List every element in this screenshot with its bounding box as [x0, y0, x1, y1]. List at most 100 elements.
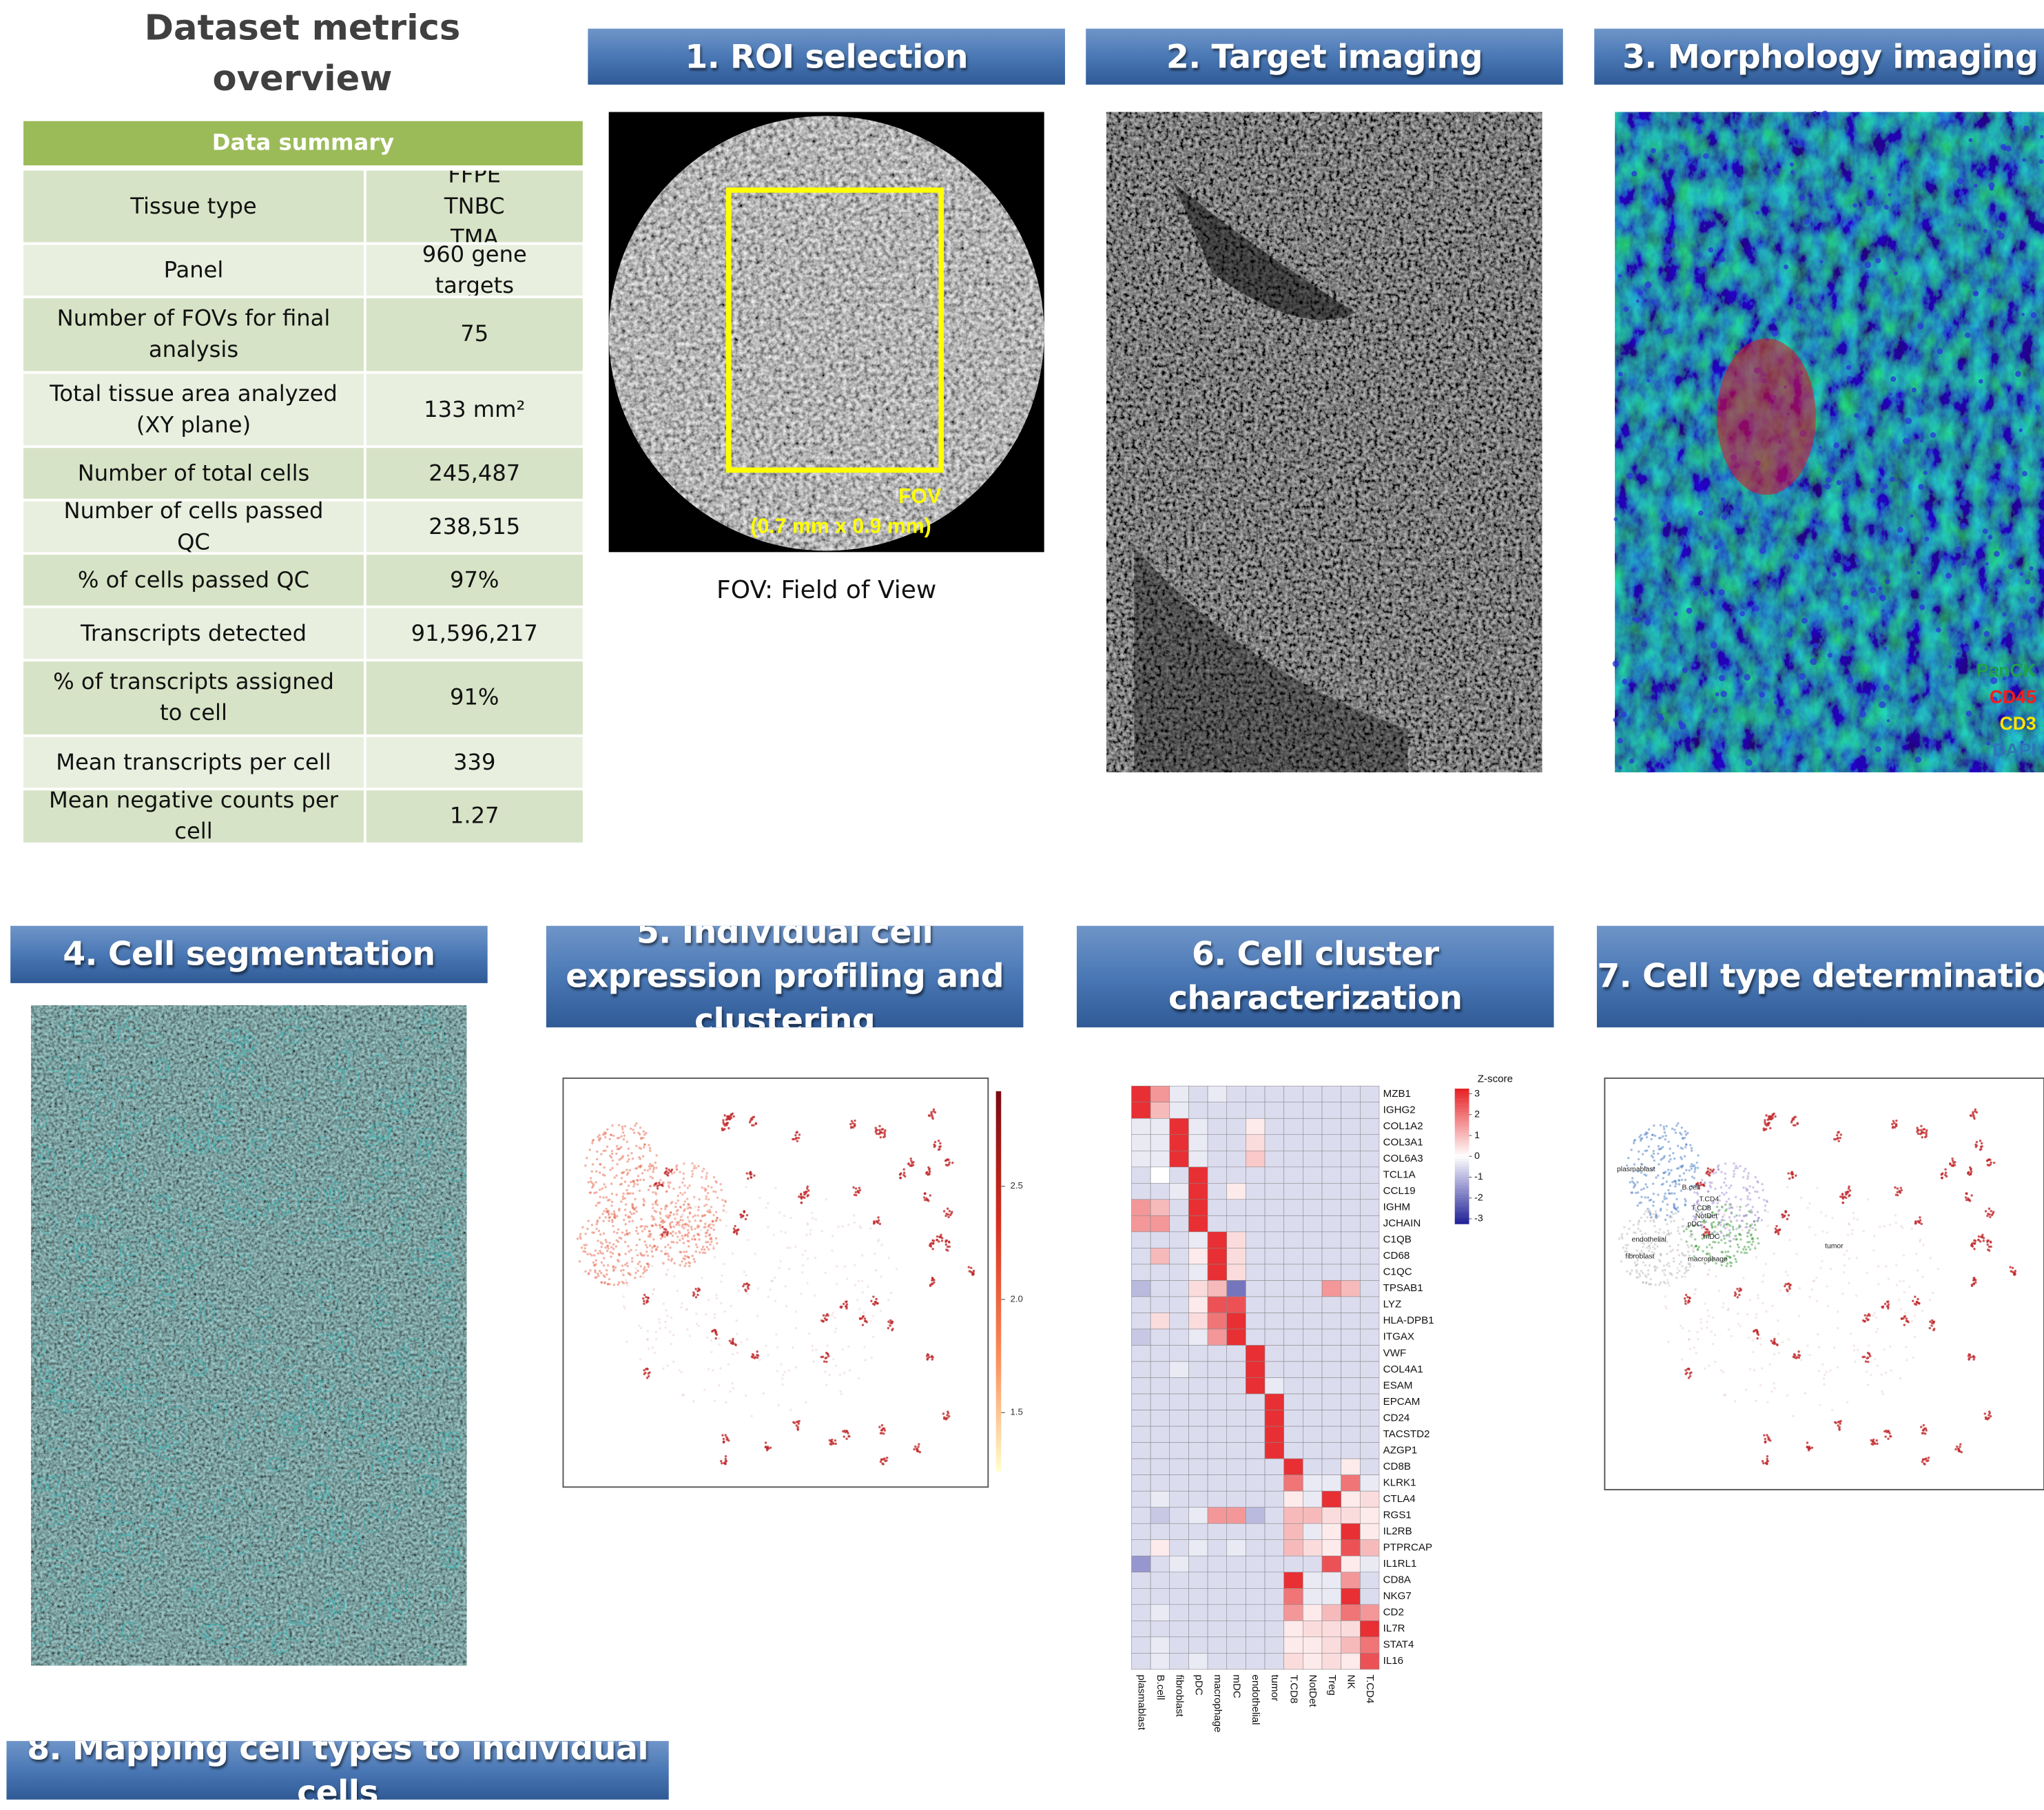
umap-point [668, 1258, 670, 1260]
heatmap-cell [1322, 1248, 1341, 1264]
umap-point [1652, 1213, 1654, 1215]
umap-point [1717, 1169, 1720, 1171]
umap-point [1632, 1224, 1634, 1226]
umap-point [579, 1235, 581, 1237]
umap-point [603, 1233, 605, 1235]
umap-point [724, 1434, 726, 1436]
umap-point [649, 1244, 651, 1246]
cell-type-label: plasmablast [1135, 1674, 1147, 1730]
title-line: Dataset metrics [145, 8, 461, 48]
umap-point [784, 1285, 786, 1287]
umap-point [626, 1233, 628, 1235]
umap-point [653, 1288, 655, 1290]
umap-point [626, 1169, 628, 1171]
umap-point [1659, 1228, 1661, 1231]
gene-label: TACSTD2 [1383, 1428, 1430, 1440]
nucleus [1914, 619, 1919, 624]
umap-point [1624, 1250, 1626, 1252]
umap-point [732, 1253, 734, 1255]
heatmap-cell [1360, 1523, 1379, 1540]
umap-point [1794, 1354, 1796, 1356]
umap-point [658, 1321, 660, 1324]
umap-point [687, 1207, 689, 1209]
umap-point [1712, 1317, 1714, 1319]
heatmap-cell [1150, 1167, 1170, 1184]
zscore-bar-segment [1455, 1209, 1469, 1211]
umap-point [681, 1224, 683, 1226]
heatmap-cell [1284, 1621, 1303, 1637]
heatmap-cell [1227, 1329, 1246, 1346]
umap-point [884, 1135, 886, 1137]
heatmap-cell [1322, 1135, 1341, 1151]
umap-point [1642, 1246, 1644, 1248]
heatmap-cell [1303, 1410, 1322, 1427]
umap-point [1728, 1240, 1730, 1242]
umap-point [1663, 1272, 1665, 1274]
heatmap-cell [1246, 1459, 1265, 1475]
umap-point [1761, 1367, 1763, 1369]
umap-point [593, 1254, 595, 1256]
umap-point [672, 1188, 674, 1190]
umap-point [752, 1354, 754, 1356]
umap-point [621, 1177, 623, 1179]
heatmap-cell [1303, 1313, 1322, 1329]
umap-point [1647, 1273, 1649, 1275]
umap-point [1722, 1306, 1724, 1308]
umap-point [620, 1146, 622, 1148]
heatmap-cell [1322, 1313, 1341, 1329]
umap-point [584, 1164, 586, 1166]
umap-point [606, 1273, 608, 1275]
umap-point [1711, 1330, 1713, 1333]
umap-point [1786, 1395, 1788, 1397]
heatmap-cell [1188, 1313, 1208, 1329]
heatmap-cell [1341, 1637, 1361, 1654]
umap-point [1837, 1131, 1839, 1133]
heatmap-cell [1188, 1248, 1208, 1264]
umap-point [1713, 1173, 1715, 1175]
umap-point [814, 1295, 816, 1297]
umap-point [1986, 1160, 1988, 1162]
umap-point [714, 1337, 716, 1339]
umap-point [634, 1124, 636, 1127]
umap-point [639, 1252, 641, 1254]
umap-point [1764, 1119, 1766, 1121]
umap-point [1655, 1217, 1658, 1219]
heatmap-cell [1188, 1426, 1208, 1443]
umap-point [687, 1229, 689, 1231]
umap-point [1636, 1263, 1638, 1265]
umap-point [600, 1153, 602, 1155]
umap-point [669, 1232, 671, 1234]
umap-point [778, 1211, 781, 1213]
umap-point [712, 1247, 714, 1249]
umap-point [1988, 1208, 1990, 1210]
heatmap-cell [1150, 1410, 1170, 1427]
umap-point [1692, 1248, 1694, 1251]
umap-point [662, 1181, 664, 1183]
umap-point [1818, 1346, 1820, 1348]
nucleus [1855, 558, 1859, 562]
umap-point [629, 1211, 631, 1213]
umap-point [736, 1333, 738, 1335]
heatmap-cell [1322, 1653, 1341, 1669]
heatmap-cell [1284, 1508, 1303, 1524]
heatmap-cell [1360, 1264, 1379, 1281]
umap-point [599, 1163, 601, 1165]
umap-point [595, 1263, 597, 1265]
umap-point [1972, 1358, 1974, 1360]
umap-point [828, 1374, 830, 1376]
heatmap-cell [1360, 1378, 1379, 1395]
heatmap-cell [1170, 1637, 1189, 1654]
heatmap-cell [1188, 1410, 1208, 1427]
umap-point [747, 1177, 749, 1180]
heatmap-cell [1188, 1151, 1208, 1167]
heatmap-cell [1150, 1183, 1170, 1200]
heatmap-cell [1265, 1394, 1284, 1410]
umap-point [795, 1366, 797, 1368]
heatmap-cell [1246, 1621, 1265, 1637]
heatmap-cell [1208, 1151, 1227, 1167]
umap-point [683, 1251, 685, 1253]
gene-label: IL7R [1383, 1623, 1405, 1634]
heatmap-cell [1131, 1508, 1150, 1524]
heatmap-cell [1227, 1102, 1246, 1119]
umap-point [1691, 1149, 1693, 1151]
